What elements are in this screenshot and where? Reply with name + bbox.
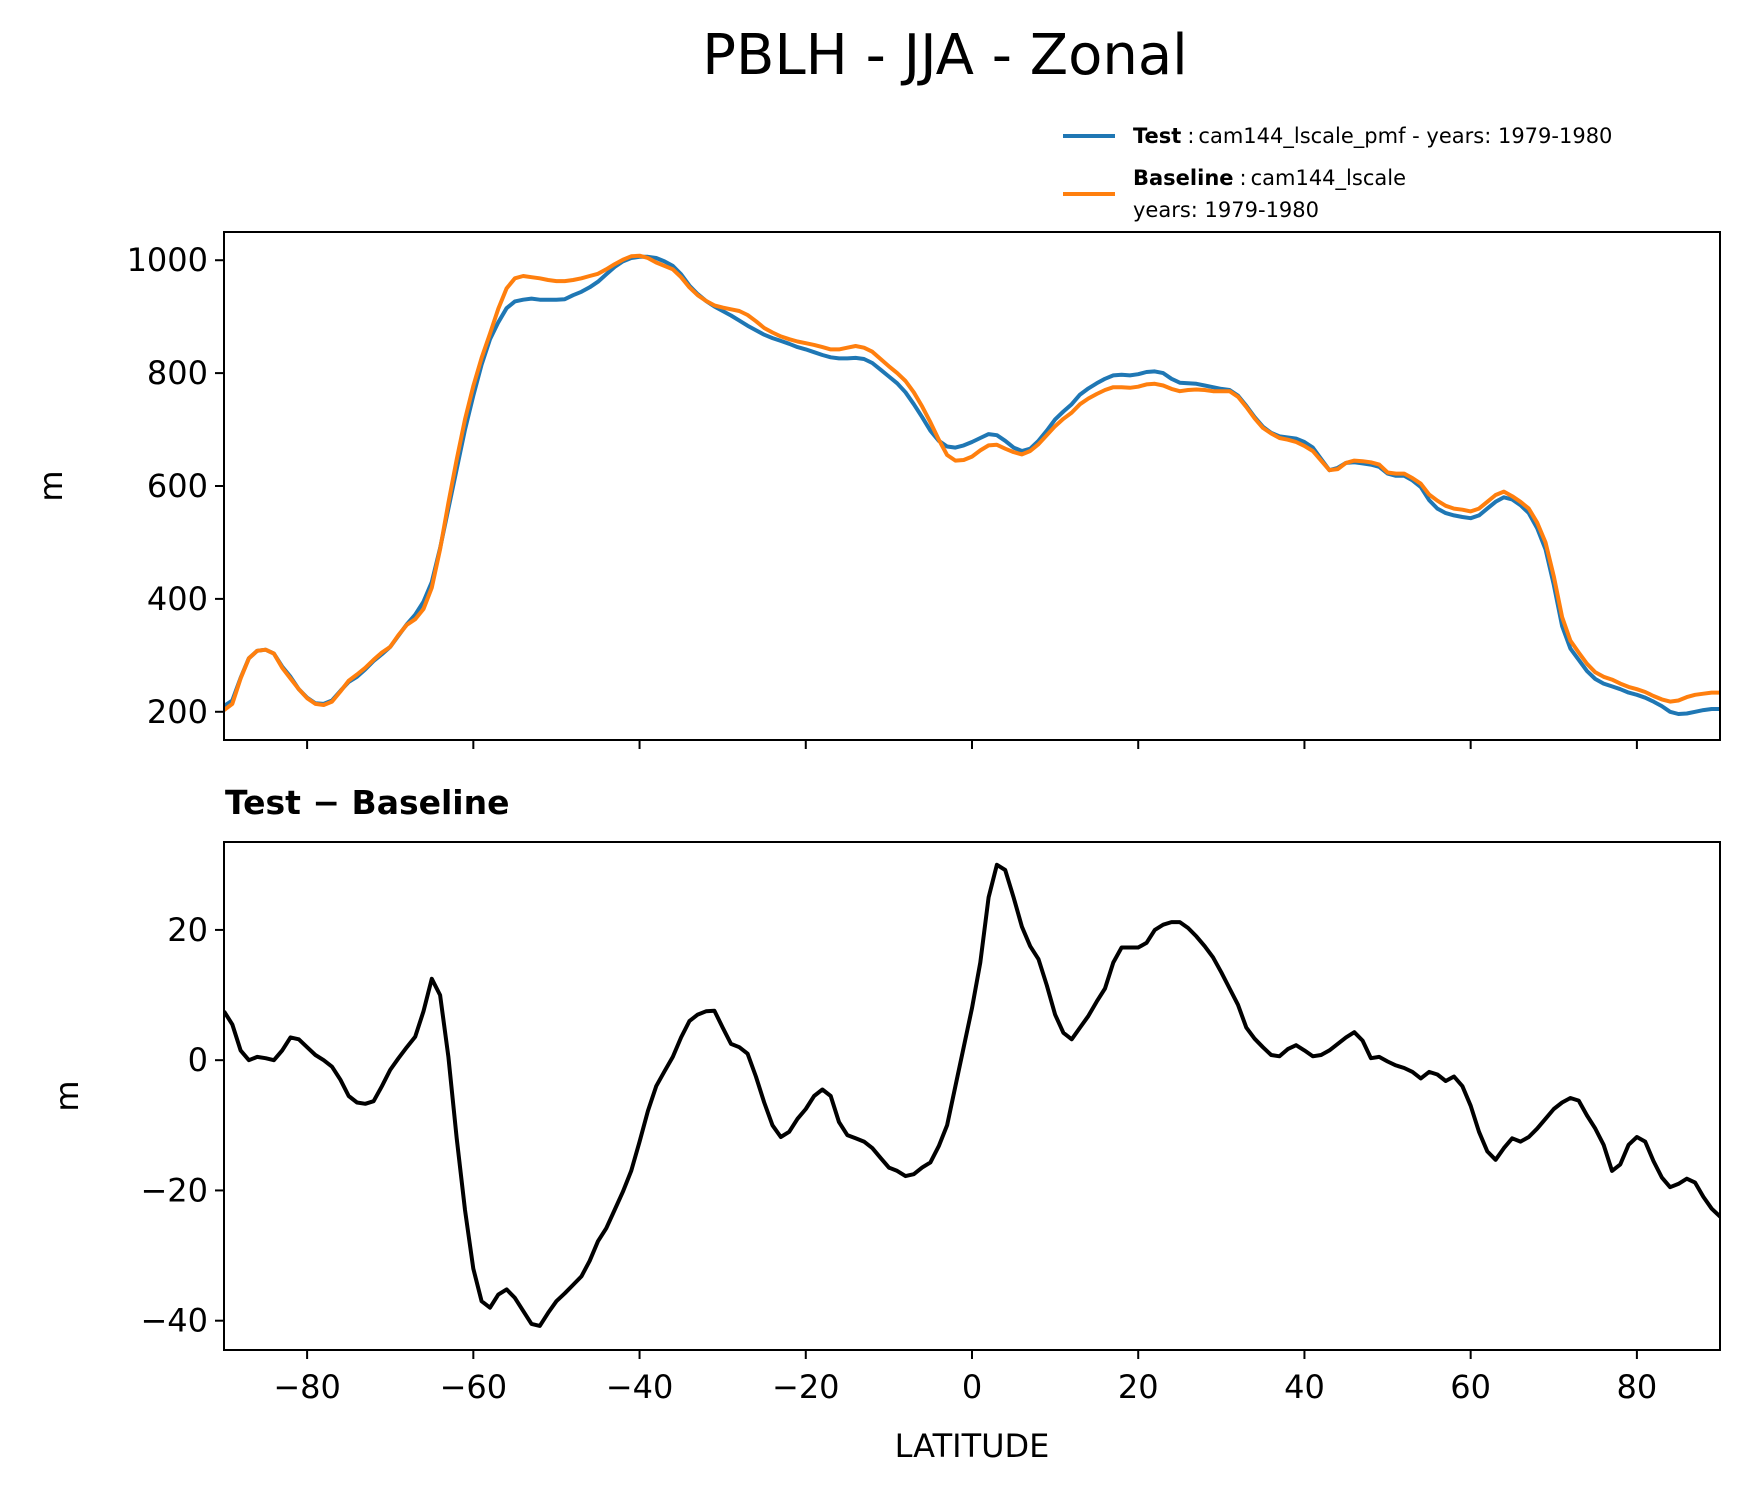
legend-baseline-text2: years: 1979-1980	[1133, 198, 1319, 222]
y-tick-label: 600	[147, 467, 208, 505]
legend-test-text: cam144_lscale_pmf - years: 1979-1980	[1198, 124, 1612, 149]
test-series-line	[224, 254, 1720, 716]
bottom-panel-title: Test − Baseline	[225, 783, 510, 822]
baseline-series-line	[224, 253, 1720, 712]
y-tick-label: 20	[167, 911, 208, 949]
x-tick-label: −40	[606, 1368, 674, 1406]
y-tick-label: 800	[147, 354, 208, 392]
y-tick-label: −20	[140, 1171, 208, 1209]
plot-frame	[223, 841, 1721, 1351]
y-tick-label: −40	[140, 1302, 208, 1340]
y-axis-label: m	[32, 470, 70, 501]
legend-baseline-sep: :	[1240, 166, 1247, 190]
x-tick-label: −60	[440, 1368, 508, 1406]
y-tick-label: 400	[147, 580, 208, 618]
x-tick-label: 60	[1450, 1368, 1491, 1406]
x-tick-label: −80	[273, 1368, 341, 1406]
x-tick-label: −20	[772, 1368, 840, 1406]
x-tick-label: 40	[1284, 1368, 1325, 1406]
y-tick-label: 200	[147, 693, 208, 731]
legend-test-bold: Test	[1133, 124, 1181, 148]
legend: Test: cam144_lscale_pmf - years: 1979-198…	[1063, 124, 1612, 222]
plot-frame	[223, 231, 1721, 741]
y-tick-label: 1000	[127, 241, 208, 279]
y-axis-label: m	[48, 1080, 86, 1111]
legend-baseline-text: cam144_lscale	[1251, 166, 1406, 191]
y-tick-label: 0	[188, 1041, 208, 1079]
x-tick-label: 0	[962, 1368, 982, 1406]
x-tick-label: 20	[1118, 1368, 1159, 1406]
legend-test-label: Test: cam144_lscale_pmf - years: 1979-198…	[1133, 124, 1612, 149]
bottom-panel: −40 −20 0 20 −80 −60 −40 −20 0 20 40 60 80 m LATITUDE	[48, 841, 1721, 1465]
difference-series-line	[224, 862, 1720, 1328]
legend-test-sep: :	[1187, 124, 1194, 148]
legend-baseline-bold: Baseline	[1133, 166, 1234, 190]
legend-baseline-label: Baseline: cam144_lscale	[1133, 166, 1406, 191]
x-tick-label: 80	[1617, 1368, 1658, 1406]
top-panel: 200 400 600 800 1000 m	[32, 231, 1721, 749]
figure-title: PBLH - JJA - Zonal	[702, 23, 1187, 88]
x-axis-label: LATITUDE	[895, 1427, 1050, 1465]
